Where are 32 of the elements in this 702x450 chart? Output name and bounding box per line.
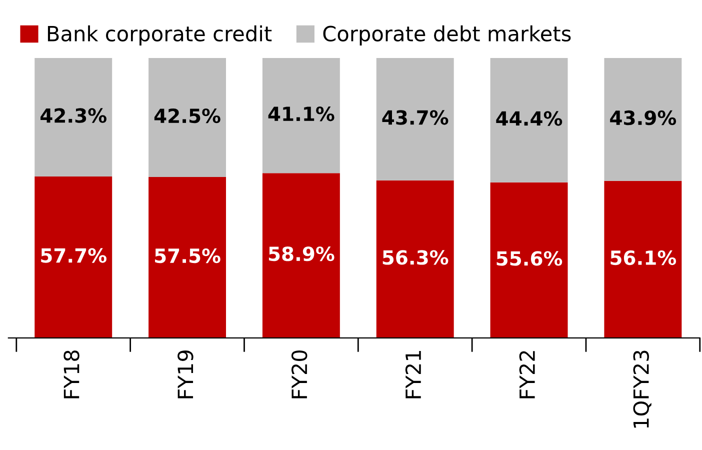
legend-label: Bank corporate credit <box>48 25 272 46</box>
data-label: 42.3% <box>40 108 106 123</box>
bar <box>490 182 568 338</box>
bar <box>604 58 682 181</box>
x-tick-label: FY19 <box>178 350 194 398</box>
x-tick-label: FY18 <box>64 350 80 398</box>
x-tick-label: FY21 <box>405 350 421 398</box>
bar <box>376 180 454 338</box>
data-label: 44.4% <box>496 111 562 126</box>
data-label: 57.7% <box>41 248 106 263</box>
bar <box>604 180 682 338</box>
bar <box>34 58 112 176</box>
data-label: 43.7% <box>382 110 448 125</box>
legend-label: Corporate debt markets <box>323 25 571 46</box>
bar <box>262 173 340 338</box>
bar <box>376 58 454 180</box>
bar <box>490 58 568 182</box>
bar <box>262 58 340 174</box>
x-tick-label: FY20 <box>291 350 308 398</box>
data-label: 42.5% <box>154 108 220 124</box>
data-label: 57.5% <box>155 248 220 264</box>
data-label: 56.3% <box>382 250 448 265</box>
data-label: 43.9% <box>610 110 676 126</box>
x-tick-label: FY22 <box>519 351 535 398</box>
data-label: 58.9% <box>268 246 334 262</box>
data-label: 41.1% <box>268 106 334 122</box>
data-label: 55.6% <box>496 251 562 266</box>
bar <box>34 176 112 338</box>
bar <box>148 177 226 338</box>
bar <box>148 58 226 178</box>
data-label: 56.1% <box>610 250 676 266</box>
x-tick-label: 1QFY23 <box>633 350 652 428</box>
